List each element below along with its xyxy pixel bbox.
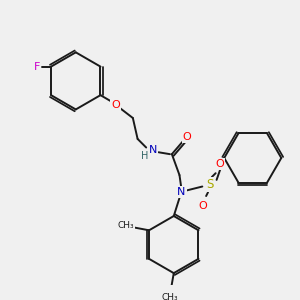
Text: O: O [198, 201, 207, 211]
Text: O: O [215, 159, 224, 169]
Text: S: S [206, 178, 214, 191]
Text: CH₃: CH₃ [162, 293, 178, 300]
Text: N: N [148, 146, 157, 155]
Text: O: O [183, 132, 191, 142]
Text: O: O [111, 100, 120, 110]
Text: CH₃: CH₃ [118, 221, 134, 230]
Text: H: H [141, 151, 148, 161]
Text: N: N [177, 187, 186, 197]
Text: F: F [34, 61, 40, 72]
